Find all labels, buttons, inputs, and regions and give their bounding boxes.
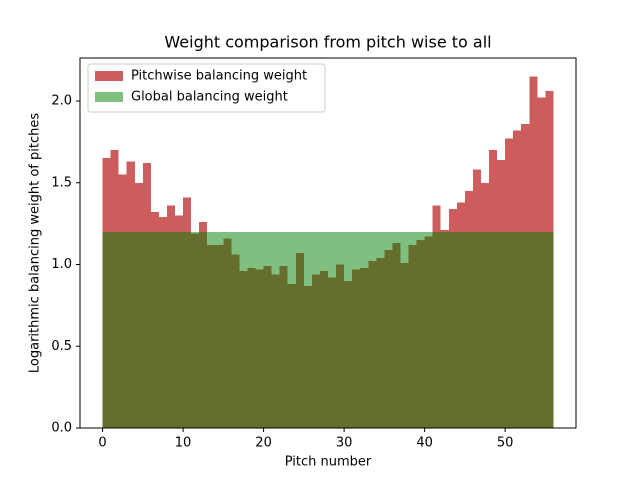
bar <box>400 231 409 428</box>
bar <box>239 231 248 428</box>
bar <box>166 231 176 428</box>
y-tick-label: 0.0 <box>51 421 72 436</box>
legend-swatch <box>95 71 123 81</box>
bar <box>472 231 481 428</box>
bar <box>158 231 167 428</box>
bar <box>336 231 345 428</box>
bar <box>319 231 328 428</box>
bar <box>521 231 530 428</box>
bar <box>150 231 159 428</box>
y-tick-label: 1.5 <box>51 175 72 190</box>
bar <box>191 231 200 428</box>
bar <box>279 231 288 428</box>
bar <box>215 231 224 428</box>
axes-frame <box>79 57 577 429</box>
y-tick-label: 0.5 <box>51 339 72 354</box>
bar <box>295 231 304 428</box>
x-tick-label: 40 <box>416 436 433 451</box>
bar <box>464 231 473 428</box>
bar <box>440 231 449 428</box>
bar <box>183 231 192 428</box>
bar <box>199 231 208 428</box>
x-tick-label: 30 <box>336 436 353 451</box>
bar <box>134 231 143 428</box>
bar <box>416 231 425 428</box>
bar <box>328 231 337 428</box>
y-axis-label: Logarithmic balancing weight of pitches <box>28 113 43 373</box>
bar <box>207 231 216 428</box>
legend-label: Global balancing weight <box>131 90 288 105</box>
x-axis-label: Pitch number <box>285 455 372 470</box>
x-tick-label: 0 <box>98 436 106 451</box>
legend-box <box>87 63 326 113</box>
bar <box>263 231 272 428</box>
bar <box>126 231 135 428</box>
bar <box>489 231 498 428</box>
bar <box>247 231 256 428</box>
bar <box>497 231 506 428</box>
bar <box>392 231 401 428</box>
bar <box>456 231 465 428</box>
bar <box>384 231 393 428</box>
x-tick-label: 20 <box>255 436 272 451</box>
y-tick-label: 2.0 <box>51 94 72 109</box>
bar <box>537 231 546 428</box>
bar <box>448 231 457 428</box>
bar <box>352 231 361 428</box>
bar <box>505 231 514 428</box>
bar <box>480 231 490 428</box>
bar <box>102 231 111 428</box>
bar <box>311 231 320 428</box>
bar <box>408 231 417 428</box>
bar <box>142 231 151 428</box>
bar <box>424 231 433 428</box>
legend-label: Pitchwise balancing weight <box>131 69 307 84</box>
bar <box>303 231 312 428</box>
bar <box>287 231 296 428</box>
bar <box>545 231 554 428</box>
bar <box>360 231 369 428</box>
x-tick-label: 10 <box>175 436 192 451</box>
bar <box>231 231 240 428</box>
bar <box>118 231 127 428</box>
legend-swatch <box>95 92 123 102</box>
bar <box>255 231 264 428</box>
bar <box>529 231 538 428</box>
bar <box>175 231 184 428</box>
x-tick-label: 50 <box>497 436 514 451</box>
bar <box>368 231 377 428</box>
bar <box>223 231 232 428</box>
bar <box>110 231 119 428</box>
bar <box>344 231 353 428</box>
bar <box>513 231 522 428</box>
bar <box>376 231 385 428</box>
y-tick-label: 1.0 <box>51 257 72 272</box>
chart-title: Weight comparison from pitch wise to all <box>164 33 491 52</box>
bar <box>271 231 280 428</box>
bar <box>432 231 441 428</box>
